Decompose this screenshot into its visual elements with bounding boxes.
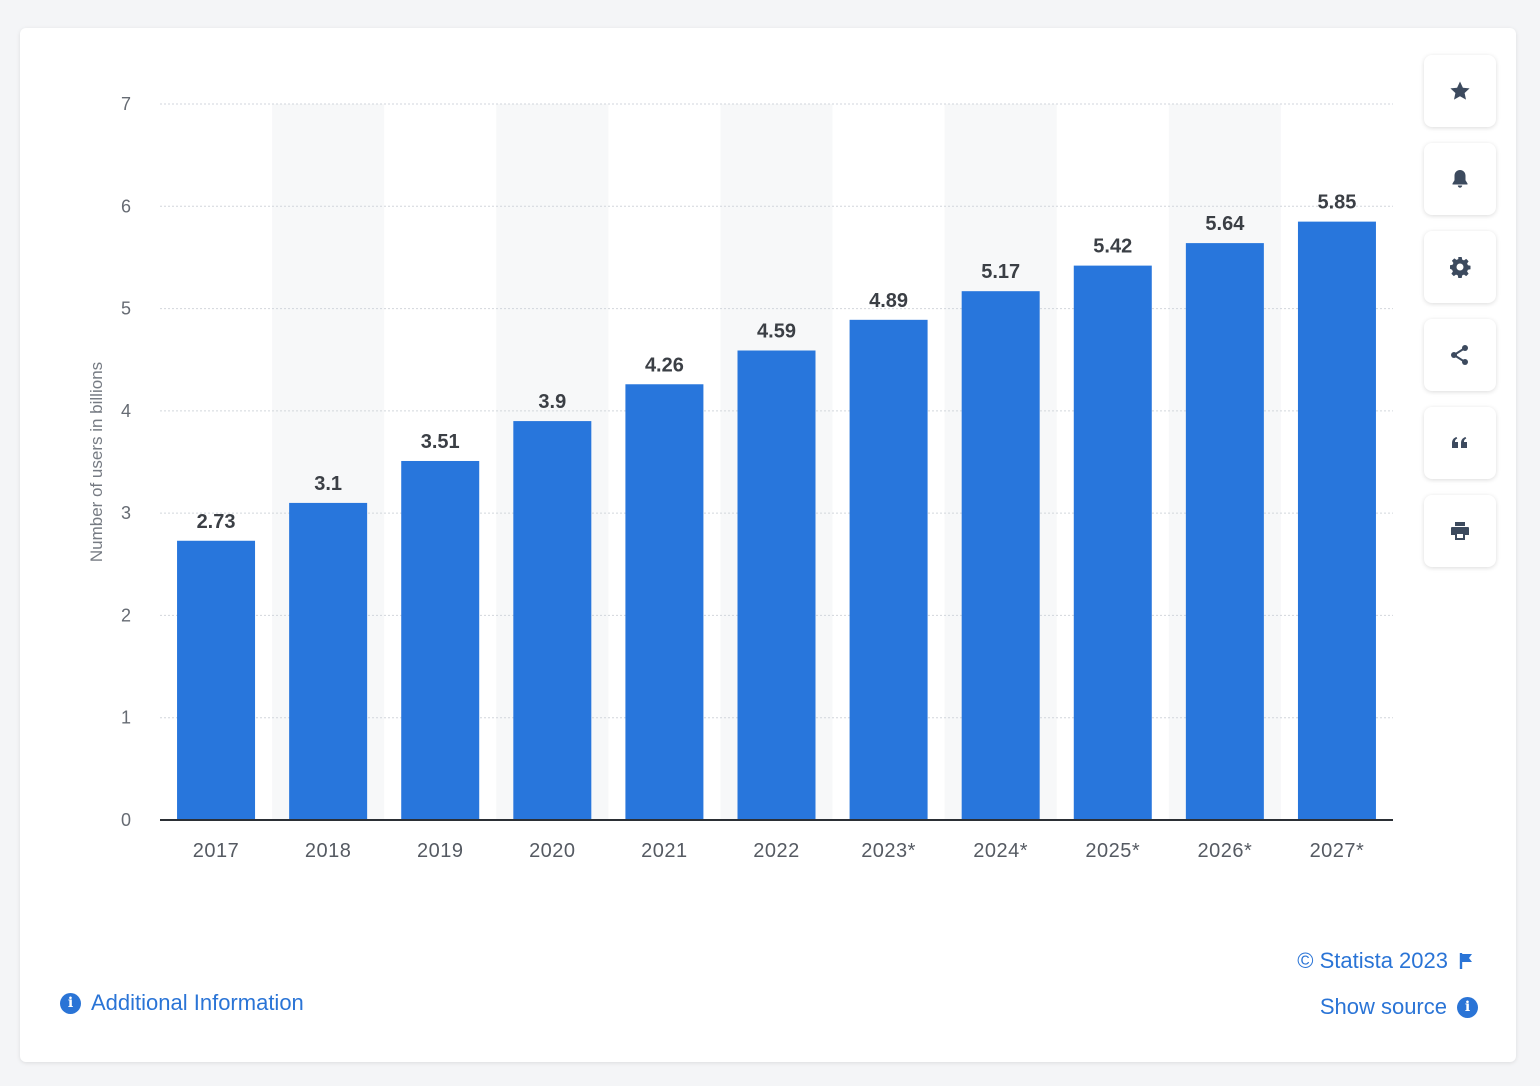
x-tick-label: 2023* (861, 840, 916, 862)
bar (961, 291, 1040, 820)
bar (177, 540, 256, 820)
x-tick-label: 2018 (305, 840, 352, 862)
info-icon: i (1457, 996, 1478, 1018)
y-tick-label: 5 (121, 299, 131, 319)
quote-icon (1452, 437, 1467, 448)
bar (513, 421, 592, 820)
x-tick-label: 2020 (529, 840, 576, 862)
bar (1185, 243, 1264, 820)
y-tick-label: 1 (121, 708, 131, 728)
x-tick-label: 2019 (417, 840, 464, 862)
data-label: 3.9 (538, 391, 566, 413)
print-button[interactable] (1424, 495, 1496, 567)
data-label: 5.17 (981, 261, 1020, 283)
bar (849, 319, 928, 820)
x-tick-label: 2026* (1197, 840, 1252, 862)
chart-toolbar (1424, 55, 1496, 567)
data-label: 4.59 (757, 321, 796, 343)
x-tick-label: 2022 (753, 840, 800, 862)
flag-icon (1459, 953, 1472, 969)
data-label: 4.26 (645, 354, 684, 376)
data-label: 5.42 (1093, 236, 1132, 258)
additional-information-link[interactable]: i Additional Information (60, 990, 304, 1016)
y-tick-label: 2 (121, 605, 131, 625)
settings-button[interactable] (1424, 231, 1496, 303)
cite-button[interactable] (1424, 407, 1496, 479)
share-icon (1451, 345, 1468, 365)
bar (625, 384, 704, 820)
y-tick-label: 3 (121, 503, 131, 523)
additional-information-label: Additional Information (91, 990, 304, 1015)
print-icon (1451, 522, 1469, 540)
y-axis-label: Number of users in billions (87, 362, 106, 562)
statista-copyright-link[interactable]: © Statista 2023 (1297, 948, 1474, 974)
x-tick-label: 2027* (1310, 840, 1365, 862)
copyright-label: © Statista 2023 (1297, 948, 1448, 973)
bell-icon (1452, 170, 1468, 188)
data-label: 5.64 (1205, 213, 1245, 235)
data-label: 3.1 (314, 473, 342, 495)
x-tick-label: 2017 (193, 840, 240, 862)
data-label: 2.73 (197, 511, 236, 533)
bar (1073, 265, 1152, 820)
y-tick-label: 4 (121, 401, 131, 421)
x-tick-label: 2021 (641, 840, 688, 862)
bar (401, 460, 480, 820)
favorite-button[interactable] (1424, 55, 1496, 127)
bar (1297, 221, 1376, 821)
y-tick-label: 6 (121, 196, 131, 216)
bar (289, 502, 368, 820)
data-label: 4.89 (869, 290, 908, 312)
y-tick-label: 7 (121, 94, 131, 114)
data-label: 3.51 (421, 431, 460, 453)
gear-icon (1450, 257, 1471, 278)
data-label: 5.85 (1317, 192, 1356, 214)
x-tick-label: 2025* (1085, 840, 1140, 862)
y-tick-label: 0 (121, 810, 131, 830)
show-source-label: Show source (1319, 994, 1447, 1019)
star-icon (1450, 81, 1470, 100)
show-source-link[interactable]: Show source i (1320, 994, 1478, 1020)
bar (737, 350, 816, 820)
x-tick-label: 2024* (973, 840, 1028, 862)
info-icon: i (60, 992, 81, 1014)
notification-button[interactable] (1424, 143, 1496, 215)
share-button[interactable] (1424, 319, 1496, 391)
